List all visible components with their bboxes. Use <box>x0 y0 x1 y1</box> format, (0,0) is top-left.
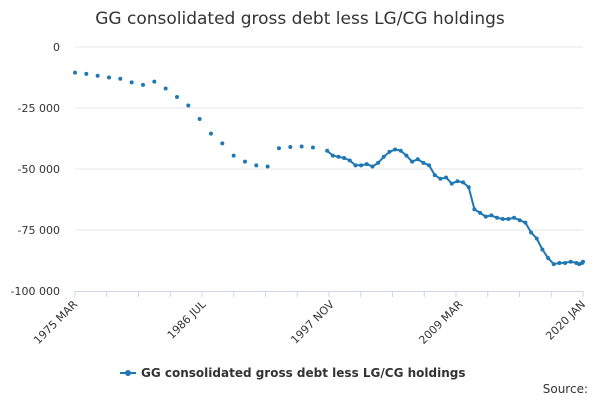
y-tick-label: -25 000 <box>18 102 60 115</box>
data-point[interactable] <box>186 103 191 108</box>
data-point[interactable] <box>398 148 403 153</box>
x-tick-label: 1997 NOV <box>288 298 337 347</box>
data-point[interactable] <box>231 153 236 158</box>
chart-title: GG consolidated gross debt less LG/CG ho… <box>95 9 505 29</box>
data-point[interactable] <box>129 80 134 85</box>
y-tick-label: -75 000 <box>18 224 60 237</box>
legend-label[interactable]: GG consolidated gross debt less LG/CG ho… <box>141 366 465 380</box>
data-point[interactable] <box>512 215 517 220</box>
data-point[interactable] <box>242 159 247 164</box>
data-point[interactable] <box>387 149 392 154</box>
data-point[interactable] <box>427 163 432 168</box>
data-point[interactable] <box>342 156 347 161</box>
x-tick-label: 2020 JAN <box>543 298 588 343</box>
data-point[interactable] <box>478 210 483 215</box>
data-point[interactable] <box>563 260 568 265</box>
data-point[interactable] <box>540 247 545 252</box>
data-point[interactable] <box>84 71 89 76</box>
x-tick-label: 2009 MAR <box>416 298 465 347</box>
data-point[interactable] <box>381 154 386 159</box>
data-point[interactable] <box>152 79 157 84</box>
data-point[interactable] <box>449 181 454 186</box>
data-point[interactable] <box>325 148 330 153</box>
data-point[interactable] <box>438 176 443 181</box>
data-point[interactable] <box>404 153 409 158</box>
y-tick-label: -50 000 <box>18 163 60 176</box>
x-tick-label: 1986 JUL <box>165 297 209 341</box>
data-point[interactable] <box>466 185 471 190</box>
y-axis-ticks: 0 -25 000 -50 000 -75 000 -100 000 <box>11 41 60 298</box>
data-point[interactable] <box>347 158 352 163</box>
data-point[interactable] <box>415 157 420 162</box>
data-point[interactable] <box>336 154 341 159</box>
data-point[interactable] <box>254 163 259 168</box>
data-point[interactable] <box>163 86 168 91</box>
data-point[interactable] <box>534 236 539 241</box>
data-point[interactable] <box>557 260 562 265</box>
data-point[interactable] <box>455 179 460 184</box>
data-point[interactable] <box>118 76 123 81</box>
data-point[interactable] <box>106 75 111 80</box>
series-line[interactable] <box>326 148 584 266</box>
data-point[interactable] <box>353 163 358 168</box>
legend-marker-dot <box>125 370 131 376</box>
data-point[interactable] <box>330 153 335 158</box>
data-point[interactable] <box>364 162 369 167</box>
data-point[interactable] <box>73 70 77 75</box>
data-point[interactable] <box>529 230 534 235</box>
data-point[interactable] <box>197 116 202 121</box>
data-point[interactable] <box>174 95 179 100</box>
data-point[interactable] <box>568 259 573 264</box>
x-tick-label: 1975 MAR <box>31 298 80 347</box>
source-label: Source: <box>543 382 588 396</box>
data-point[interactable] <box>461 180 466 185</box>
data-point[interactable] <box>581 259 585 264</box>
data-point[interactable] <box>376 160 381 165</box>
data-point[interactable] <box>208 131 213 136</box>
data-point[interactable] <box>370 164 375 169</box>
data-point[interactable] <box>432 173 437 178</box>
data-point[interactable] <box>276 146 281 151</box>
data-point[interactable] <box>489 213 494 218</box>
legend[interactable]: GG consolidated gross debt less LG/CG ho… <box>120 366 465 380</box>
data-point[interactable] <box>500 217 505 222</box>
data-point[interactable] <box>140 82 145 87</box>
data-point[interactable] <box>523 220 528 225</box>
data-point[interactable] <box>299 144 304 149</box>
data-point[interactable] <box>444 175 449 180</box>
data-point[interactable] <box>517 218 522 223</box>
y-tick-label: -100 000 <box>11 285 60 298</box>
data-point[interactable] <box>310 145 315 150</box>
y-tick-label: 0 <box>53 41 60 54</box>
grid <box>75 46 583 231</box>
series-layer[interactable] <box>73 70 585 267</box>
data-point[interactable] <box>551 262 556 267</box>
data-point[interactable] <box>472 207 477 212</box>
x-axis-ticks: 1975 MAR 1986 JUL 1997 NOV 2009 MAR 2020 JAN <box>31 291 588 347</box>
data-point[interactable] <box>421 160 426 165</box>
data-point[interactable] <box>546 256 551 261</box>
data-point[interactable] <box>288 145 293 150</box>
data-point[interactable] <box>95 73 100 78</box>
data-point[interactable] <box>410 159 415 164</box>
data-point[interactable] <box>506 217 511 222</box>
data-point[interactable] <box>265 164 270 169</box>
data-point[interactable] <box>483 214 488 219</box>
data-point[interactable] <box>220 141 225 146</box>
data-point[interactable] <box>393 147 398 152</box>
data-point[interactable] <box>359 163 364 168</box>
data-point[interactable] <box>495 215 500 220</box>
